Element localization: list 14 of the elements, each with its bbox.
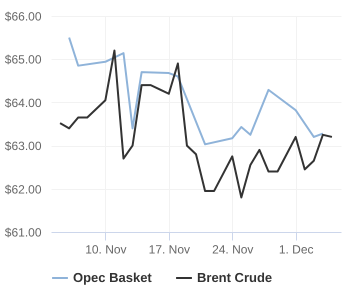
y-tick-label: $66.00 [4, 10, 42, 24]
y-tick-label: $63.00 [4, 139, 42, 154]
x-tick-label: 17. Nov [148, 242, 190, 256]
x-tick-label: 24. Nov [212, 242, 254, 256]
x-tick-label: 1. Dec [278, 242, 314, 256]
x-tick-label: 10. Nov [85, 242, 127, 256]
line-series [59, 50, 333, 198]
y-tick-label: $62.00 [4, 182, 42, 196]
y-tick-label: $65.00 [4, 52, 42, 67]
y-tick-label: $61.00 [4, 226, 42, 240]
legend-label: Brent Crude [197, 270, 272, 285]
legend-label: Opec Basket [73, 270, 152, 285]
y-tick-label: $64.00 [4, 96, 42, 110]
line-series [68, 36, 324, 146]
